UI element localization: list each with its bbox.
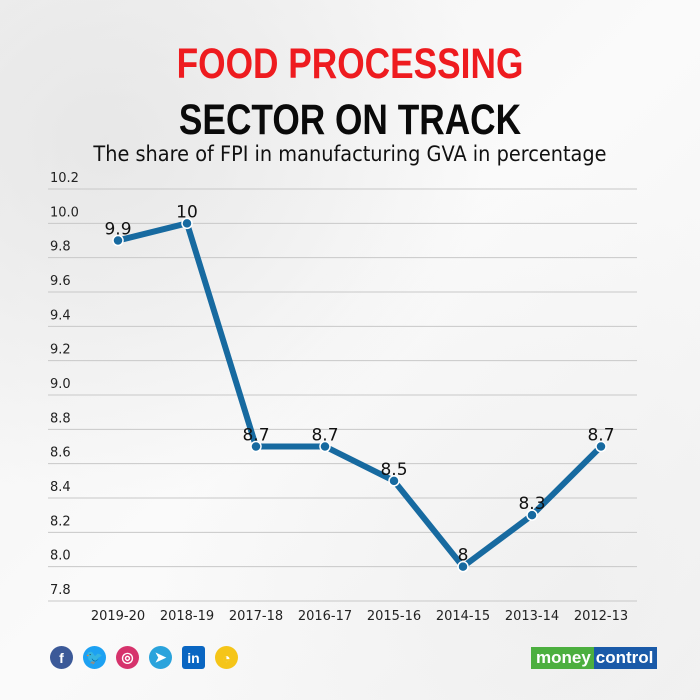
x-tick-label: 2017-18 <box>229 609 283 624</box>
y-tick-label: 9.6 <box>50 274 71 289</box>
y-tick-label: 8.0 <box>50 549 71 564</box>
y-tick-label: 9.0 <box>50 377 71 392</box>
x-tick-label: 2016-17 <box>298 609 352 624</box>
x-tick-label: 2013-14 <box>505 609 559 624</box>
social-icons: f 🐦 ◎ ➤ in ◔ <box>50 646 238 669</box>
series-line <box>117 219 604 571</box>
y-tick-label: 9.2 <box>50 343 71 358</box>
data-label: 8.7 <box>587 426 614 446</box>
y-tick-label: 9.8 <box>50 240 71 255</box>
x-tick-label: 2012-13 <box>574 609 628 624</box>
data-label: 8 <box>458 546 469 566</box>
x-tick-label: 2018-19 <box>160 609 214 624</box>
x-tick-label: 2014-15 <box>436 609 490 624</box>
logo-control: control <box>593 647 658 669</box>
y-tick-label: 7.8 <box>50 583 71 598</box>
title-line-2: SECTOR ON TRACK <box>178 96 522 144</box>
chart-subtitle: The share of FPI in manufacturing GVA in… <box>93 142 607 166</box>
koo-icon[interactable]: ◔ <box>215 646 238 669</box>
title-line-1: FOOD PROCESSING <box>176 40 524 88</box>
x-tick-label: 2019-20 <box>91 609 145 624</box>
series-polyline <box>117 219 604 571</box>
data-labels: 9.9 10 8.7 8.7 8.5 8 8.3 8.7 <box>104 202 614 565</box>
data-point <box>388 475 400 487</box>
data-point <box>526 509 538 521</box>
y-axis-ticks: 10.2 10.0 9.8 9.6 9.4 9.2 9.0 8.8 8.6 8.4 8.2 8.0 7.… <box>50 171 79 598</box>
facebook-icon[interactable]: f <box>50 646 73 669</box>
data-point <box>457 560 469 573</box>
data-point <box>595 440 607 453</box>
data-label: 8.3 <box>518 494 545 514</box>
gridlines <box>48 188 637 602</box>
x-axis-ticks: 2019-20 2018-19 2017-18 2016-17 2015-16 2014-… <box>91 609 628 624</box>
x-tick-label: 2015-16 <box>367 609 421 624</box>
y-tick-label: 8.8 <box>50 411 71 426</box>
y-tick-label: 10.2 <box>50 171 79 186</box>
data-label: 8.5 <box>380 460 407 480</box>
y-tick-label: 8.2 <box>50 514 71 529</box>
data-points <box>112 217 607 573</box>
telegram-icon[interactable]: ➤ <box>149 646 172 669</box>
data-point <box>181 217 193 230</box>
linkedin-icon[interactable]: in <box>182 646 205 669</box>
y-tick-label: 8.6 <box>50 446 71 461</box>
data-label: 10 <box>176 202 198 222</box>
logo-money: money <box>531 647 594 669</box>
data-point <box>250 440 262 453</box>
data-label: 8.7 <box>311 426 338 446</box>
data-label: 9.9 <box>104 220 131 240</box>
data-label: 8.7 <box>242 426 269 446</box>
moneycontrol-logo[interactable]: money control <box>531 647 658 669</box>
y-tick-label: 9.4 <box>50 308 71 323</box>
y-tick-label: 10.0 <box>50 205 79 220</box>
data-point <box>319 440 331 453</box>
y-tick-label: 8.4 <box>50 480 71 495</box>
data-point <box>112 234 124 247</box>
instagram-icon[interactable]: ◎ <box>116 646 139 669</box>
twitter-icon[interactable]: 🐦 <box>83 646 106 669</box>
